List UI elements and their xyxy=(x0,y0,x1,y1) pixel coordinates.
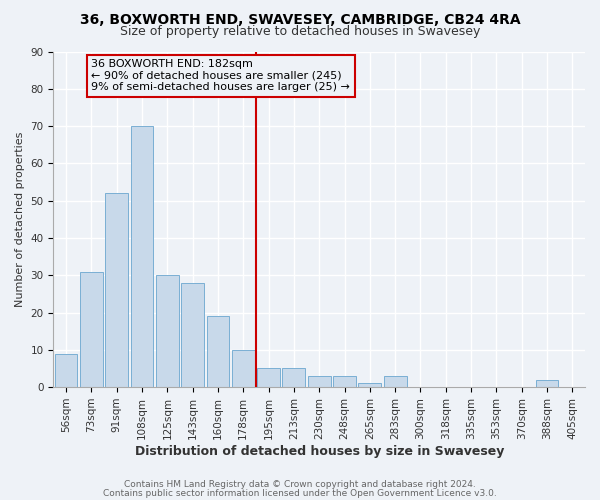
Bar xyxy=(232,350,254,387)
Text: 36 BOXWORTH END: 182sqm
← 90% of detached houses are smaller (245)
9% of semi-de: 36 BOXWORTH END: 182sqm ← 90% of detache… xyxy=(91,59,350,92)
Bar xyxy=(536,380,559,387)
Text: Size of property relative to detached houses in Swavesey: Size of property relative to detached ho… xyxy=(120,25,480,38)
X-axis label: Distribution of detached houses by size in Swavesey: Distribution of detached houses by size … xyxy=(134,444,504,458)
Y-axis label: Number of detached properties: Number of detached properties xyxy=(15,132,25,307)
Text: Contains HM Land Registry data © Crown copyright and database right 2024.: Contains HM Land Registry data © Crown c… xyxy=(124,480,476,489)
Bar xyxy=(181,282,204,387)
Bar xyxy=(156,275,179,387)
Bar xyxy=(257,368,280,387)
Text: 36, BOXWORTH END, SWAVESEY, CAMBRIDGE, CB24 4RA: 36, BOXWORTH END, SWAVESEY, CAMBRIDGE, C… xyxy=(80,12,520,26)
Bar xyxy=(283,368,305,387)
Bar xyxy=(55,354,77,387)
Bar xyxy=(333,376,356,387)
Bar xyxy=(308,376,331,387)
Bar xyxy=(206,316,229,387)
Text: Contains public sector information licensed under the Open Government Licence v3: Contains public sector information licen… xyxy=(103,488,497,498)
Bar xyxy=(80,272,103,387)
Bar xyxy=(131,126,154,387)
Bar xyxy=(105,193,128,387)
Bar xyxy=(384,376,407,387)
Bar xyxy=(358,384,381,387)
